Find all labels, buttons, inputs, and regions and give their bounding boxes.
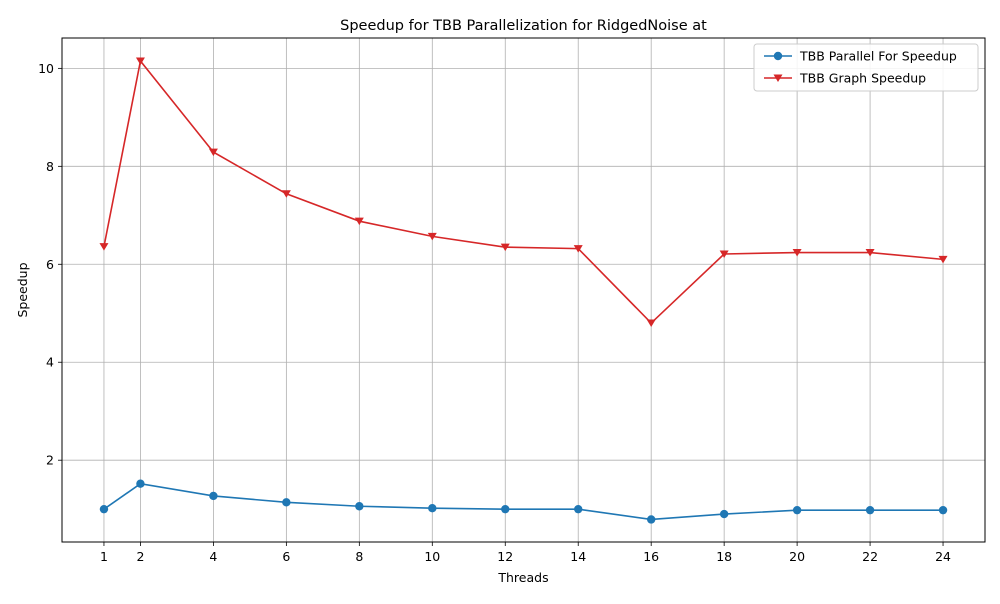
y-tick-label: 10 (38, 61, 54, 76)
data-point-circle (355, 502, 364, 511)
legend-entry-parallel-for: TBB Parallel For Speedup (764, 49, 957, 64)
data-point-triangle (719, 250, 729, 258)
x-tick-label: 20 (789, 549, 805, 564)
x-tick-label: 18 (716, 549, 732, 564)
x-tick-label: 6 (282, 549, 290, 564)
data-point-triangle (500, 243, 510, 252)
legend-box (753, 43, 979, 92)
x-axis-ticks: 1 2 4 6 8 10 12 14 16 18 20 22 24 (100, 542, 951, 564)
x-tick-label: 10 (424, 549, 440, 564)
data-series (99, 57, 948, 524)
data-point-triangle (646, 319, 656, 328)
y-tick-label: 2 (46, 453, 54, 468)
y-tick-label: 4 (46, 355, 54, 370)
data-point-triangle (281, 190, 291, 198)
x-tick-label: 8 (355, 549, 363, 564)
x-tick-label: 16 (643, 549, 659, 564)
data-point-triangle (427, 232, 437, 241)
data-point-triangle (792, 249, 802, 257)
data-point-triangle (208, 148, 218, 157)
data-point-circle (938, 505, 948, 515)
data-point-circle (209, 491, 218, 501)
y-tick-label: 6 (46, 257, 54, 272)
data-point-circle (501, 504, 510, 514)
x-tick-label: 14 (570, 549, 586, 564)
data-point-circle (792, 505, 802, 515)
x-tick-label: 24 (935, 549, 951, 564)
data-point-triangle (135, 57, 145, 66)
data-point-triangle (354, 217, 364, 226)
x-tick-label: 12 (497, 549, 513, 564)
x-tick-label: 1 (100, 549, 108, 564)
legend-label-parallel-for: TBB Parallel For Speedup (799, 49, 957, 64)
data-point-triangle (938, 255, 948, 264)
data-point-circle (428, 504, 437, 513)
y-tick-label: 8 (46, 159, 54, 174)
gridlines (62, 38, 985, 542)
data-point-circle (574, 504, 583, 514)
legend-triangle-marker (773, 74, 783, 82)
y-axis-ticks: 2 4 6 8 10 (38, 61, 62, 468)
y-axis-label: Speedup (15, 262, 30, 317)
data-point-circle (719, 509, 729, 519)
data-point-circle (136, 479, 145, 488)
plot-area-frame (61, 37, 986, 543)
data-point-circle (282, 498, 291, 507)
x-axis-label: Threads (497, 570, 548, 585)
data-point-circle (865, 505, 875, 515)
x-tick-label: 2 (136, 549, 144, 564)
data-point-triangle (99, 243, 109, 251)
data-point-circle (646, 515, 656, 524)
series-parallel-for (99, 479, 948, 524)
legend-circle-marker (773, 51, 783, 61)
data-point-triangle (865, 249, 875, 257)
data-point-circle (99, 504, 109, 514)
chart-title: Speedup for TBB Parallelization for Ridg… (340, 18, 707, 34)
series-graph (99, 57, 948, 328)
data-point-triangle (573, 245, 583, 253)
legend-label-graph: TBB Graph Speedup (799, 71, 926, 86)
legend-entry-graph: TBB Graph Speedup (764, 71, 926, 86)
x-tick-label: 22 (862, 549, 878, 564)
legend: TBB Parallel For Speedup TBB Graph Speed… (753, 43, 979, 92)
x-tick-label: 4 (209, 549, 217, 564)
